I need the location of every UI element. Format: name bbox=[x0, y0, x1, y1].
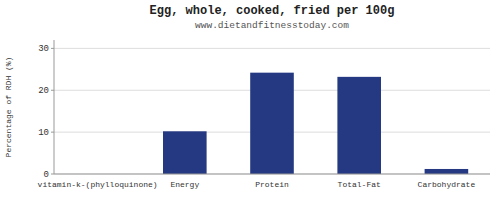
chart: Egg, whole, cooked, fried per 100g www.di… bbox=[0, 0, 500, 200]
bars bbox=[163, 73, 468, 174]
category-label: Protein bbox=[255, 180, 289, 189]
title: Egg, whole, cooked, fried per 100g bbox=[150, 4, 395, 18]
category-label: Energy bbox=[170, 180, 199, 189]
y-axis-line bbox=[54, 40, 55, 174]
y-axis-label: Percentage of RDH (%) bbox=[4, 57, 13, 158]
tick-label: 20 bbox=[38, 86, 49, 96]
bar bbox=[250, 73, 294, 174]
tick-label: 10 bbox=[38, 128, 49, 138]
x-axis: vitamin-k-(phylloquinone) Energy Protein To… bbox=[38, 180, 476, 189]
category-label: vitamin-k-(phylloquinone) bbox=[38, 180, 158, 189]
tick-label: 0 bbox=[44, 170, 49, 180]
subtitle: www.dietandfitnesstoday.com bbox=[195, 20, 349, 31]
grid-line bbox=[54, 48, 490, 49]
x-axis-line bbox=[54, 174, 490, 175]
tick-label: 30 bbox=[38, 44, 49, 54]
bar bbox=[425, 169, 469, 174]
category-label: Carbohydrate bbox=[418, 180, 476, 189]
category-label: Total-Fat bbox=[338, 180, 381, 189]
y-axis: 0 10 20 30 bbox=[38, 44, 490, 180]
bar bbox=[163, 131, 207, 174]
chart-container: Egg, whole, cooked, fried per 100g www.di… bbox=[0, 0, 500, 200]
grid-line bbox=[54, 174, 490, 175]
bar bbox=[337, 77, 381, 174]
